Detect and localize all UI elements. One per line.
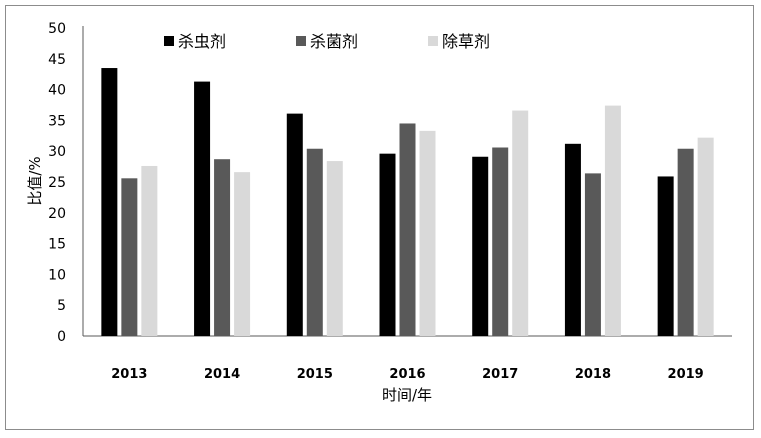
y-tick-label: 20	[48, 206, 66, 222]
bar-2013-series-3	[141, 165, 158, 336]
y-tick-label: 30	[48, 144, 66, 160]
y-tick-label: 10	[48, 267, 66, 283]
x-axis-title: 时间/年	[382, 386, 432, 404]
legend-label-series-3: 除草剂	[442, 32, 490, 51]
bar-2017-series-3	[512, 110, 529, 336]
bars-group	[101, 68, 714, 337]
bar-2016-series-3	[419, 130, 436, 336]
legend-label-series-1: 杀虫剂	[178, 32, 226, 51]
x-tick-label: 2014	[204, 367, 240, 382]
bar-2014-series-1	[194, 81, 211, 336]
x-tick-label: 2017	[482, 367, 518, 382]
bar-2018-series-1	[564, 143, 581, 336]
bar-2013-series-1	[101, 68, 118, 336]
y-tick-label: 0	[57, 329, 66, 345]
bar-2019-series-1	[657, 176, 674, 336]
x-tick-label: 2018	[575, 367, 611, 382]
legend-swatch-series-2	[296, 36, 306, 46]
bar-2013-series-2	[121, 178, 138, 336]
bar-2017-series-1	[472, 156, 489, 336]
y-tick-label: 35	[48, 113, 66, 129]
y-tick-label: 5	[57, 298, 66, 314]
x-tick-label: 2019	[668, 367, 704, 382]
bar-2017-series-2	[492, 147, 509, 336]
bar-2016-series-2	[399, 123, 416, 336]
bar-2014-series-2	[214, 159, 231, 336]
bar-2015-series-1	[286, 113, 303, 337]
x-tick-label: 2013	[111, 367, 147, 382]
y-tick-label: 25	[48, 175, 66, 191]
legend-swatch-series-1	[164, 36, 174, 46]
bar-2018-series-2	[584, 173, 601, 336]
bar-2016-series-1	[379, 153, 396, 336]
bar-2015-series-2	[306, 148, 323, 336]
bar-2019-series-3	[697, 137, 714, 336]
y-tick-label: 45	[48, 52, 66, 68]
bar-2015-series-3	[326, 161, 343, 336]
y-axis-title: 比值/%	[26, 156, 44, 205]
y-tick-label: 50	[48, 21, 66, 37]
y-tick-label: 15	[48, 237, 66, 253]
y-axis-ticks: 0 5 10 15 20 25 30 35 40 45 50	[48, 21, 66, 345]
x-axis-labels: 2013 2014 2015 2016 2017 2018 2019	[111, 367, 703, 382]
legend: 杀虫剂 杀菌剂 除草剂	[164, 32, 490, 51]
bar-2019-series-2	[677, 148, 694, 336]
bar-2018-series-3	[604, 105, 621, 336]
legend-label-series-2: 杀菌剂	[310, 32, 358, 51]
x-tick-label: 2016	[389, 367, 425, 382]
bar-2014-series-3	[234, 172, 251, 336]
legend-swatch-series-3	[428, 36, 438, 46]
x-tick-label: 2015	[297, 367, 333, 382]
y-tick-label: 40	[48, 83, 66, 99]
